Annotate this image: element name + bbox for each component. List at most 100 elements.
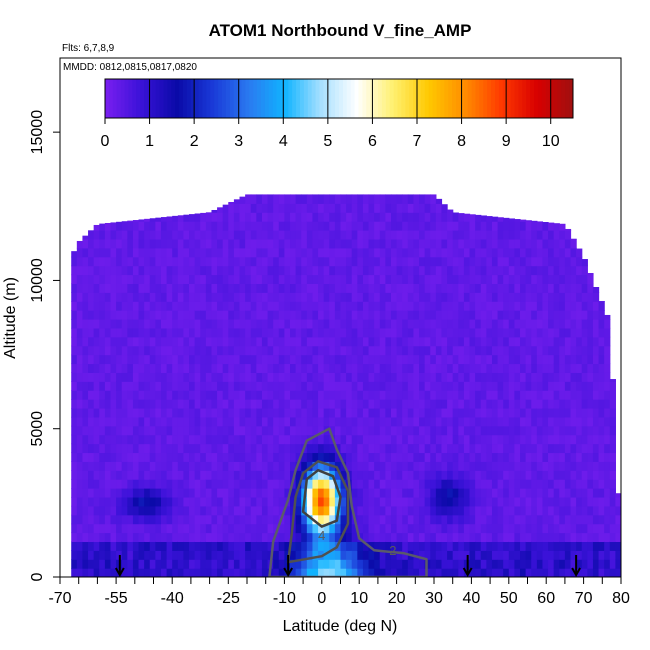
heatmap-cell bbox=[435, 496, 443, 507]
heatmap-cell bbox=[368, 479, 375, 489]
heatmap-cell bbox=[172, 363, 179, 373]
heatmap-cell bbox=[463, 452, 471, 462]
heatmap-cell bbox=[357, 550, 364, 560]
heatmap-cell bbox=[256, 399, 263, 409]
heatmap-cell bbox=[200, 550, 207, 560]
heatmap-cell bbox=[396, 568, 403, 577]
heatmap-cell bbox=[542, 443, 549, 454]
heatmap-cell bbox=[155, 425, 162, 436]
heatmap-cell bbox=[267, 523, 274, 534]
colorbar-segment bbox=[179, 79, 184, 118]
heatmap-cell bbox=[396, 238, 403, 249]
heatmap-cell bbox=[189, 363, 196, 373]
heatmap-cell bbox=[273, 452, 280, 462]
heatmap-cell bbox=[71, 452, 78, 462]
heatmap-cell bbox=[121, 505, 128, 516]
heatmap-cell bbox=[475, 310, 482, 320]
heatmap-cell bbox=[222, 221, 229, 231]
heatmap-cell bbox=[217, 221, 224, 231]
heatmap-cell bbox=[592, 550, 600, 560]
heatmap-cell bbox=[346, 283, 353, 293]
heatmap-cell bbox=[233, 496, 241, 507]
heatmap-cell bbox=[172, 327, 179, 338]
heatmap-cell bbox=[222, 443, 229, 454]
heatmap-cell bbox=[402, 496, 409, 507]
heatmap-cell bbox=[491, 461, 499, 471]
heatmap-cell bbox=[379, 416, 386, 427]
colorbar-segment bbox=[440, 79, 445, 118]
heatmap-cell bbox=[396, 194, 403, 204]
heatmap-cell bbox=[396, 292, 403, 302]
heatmap-cell bbox=[194, 327, 201, 338]
heatmap-cell bbox=[205, 452, 213, 462]
heatmap-cell bbox=[520, 434, 527, 445]
heatmap-cell bbox=[183, 479, 190, 489]
heatmap-cell bbox=[463, 416, 471, 427]
heatmap-cell bbox=[508, 256, 516, 267]
heatmap-cell bbox=[424, 559, 431, 569]
heatmap-cell bbox=[570, 363, 577, 373]
heatmap-cell bbox=[110, 256, 117, 267]
colorbar-segment bbox=[350, 79, 356, 118]
heatmap-cell bbox=[548, 292, 555, 302]
heatmap-cell bbox=[121, 541, 128, 551]
heatmap-cell bbox=[211, 479, 218, 489]
heatmap-cell bbox=[536, 372, 544, 382]
heatmap-cell bbox=[217, 390, 224, 400]
heatmap-cell bbox=[548, 274, 555, 284]
heatmap-cell bbox=[379, 381, 386, 391]
heatmap-cell bbox=[570, 488, 577, 498]
heatmap-cell bbox=[447, 559, 454, 569]
heatmap-cell bbox=[88, 496, 95, 507]
heatmap-cell bbox=[318, 461, 325, 471]
heatmap-cell bbox=[93, 274, 100, 284]
heatmap-cell bbox=[609, 381, 616, 391]
heatmap-cell bbox=[138, 256, 145, 267]
heatmap-cell bbox=[374, 568, 381, 577]
heatmap-cell bbox=[205, 559, 213, 569]
heatmap-cell bbox=[424, 221, 431, 231]
heatmap-cell bbox=[379, 221, 386, 231]
heatmap-cell bbox=[362, 541, 370, 551]
heatmap-cell bbox=[520, 247, 527, 258]
heatmap-cell bbox=[222, 327, 229, 338]
heatmap-cell bbox=[430, 336, 437, 347]
heatmap-cell bbox=[480, 247, 487, 258]
heatmap-cell bbox=[368, 381, 375, 391]
heatmap-cell bbox=[396, 532, 403, 543]
heatmap-cell bbox=[189, 496, 196, 507]
heatmap-cell bbox=[531, 372, 538, 382]
heatmap-cell bbox=[514, 550, 521, 560]
heatmap-cell bbox=[592, 399, 600, 409]
heatmap-cell bbox=[497, 301, 504, 311]
heatmap-cell bbox=[160, 354, 168, 365]
heatmap-cell bbox=[357, 318, 364, 329]
heatmap-cell bbox=[480, 301, 487, 311]
heatmap-cell bbox=[435, 407, 443, 418]
heatmap-cell bbox=[374, 212, 381, 222]
heatmap-cell bbox=[104, 238, 112, 249]
colorbar-segment bbox=[432, 79, 437, 118]
heatmap-cell bbox=[295, 327, 302, 338]
heatmap-cell bbox=[419, 256, 426, 267]
heatmap-cell bbox=[189, 381, 196, 391]
heatmap-cell bbox=[250, 550, 257, 560]
heatmap-cell bbox=[419, 390, 426, 400]
heatmap-cell bbox=[189, 274, 196, 284]
heatmap-cell bbox=[514, 336, 521, 347]
heatmap-cell bbox=[357, 221, 364, 231]
heatmap-cell bbox=[525, 407, 532, 418]
heatmap-cell bbox=[334, 221, 342, 231]
heatmap-cell bbox=[99, 479, 106, 489]
heatmap-cell bbox=[228, 372, 235, 382]
heatmap-cell bbox=[346, 372, 353, 382]
heatmap-cell bbox=[267, 301, 274, 311]
heatmap-cell bbox=[463, 327, 471, 338]
heatmap-cell bbox=[295, 381, 302, 391]
heatmap-cell bbox=[362, 274, 370, 284]
heatmap-cell bbox=[346, 194, 353, 204]
heatmap-cell bbox=[194, 381, 201, 391]
heatmap-cell bbox=[329, 523, 336, 534]
colorbar-segment bbox=[463, 79, 469, 118]
heatmap-cell bbox=[149, 247, 156, 258]
